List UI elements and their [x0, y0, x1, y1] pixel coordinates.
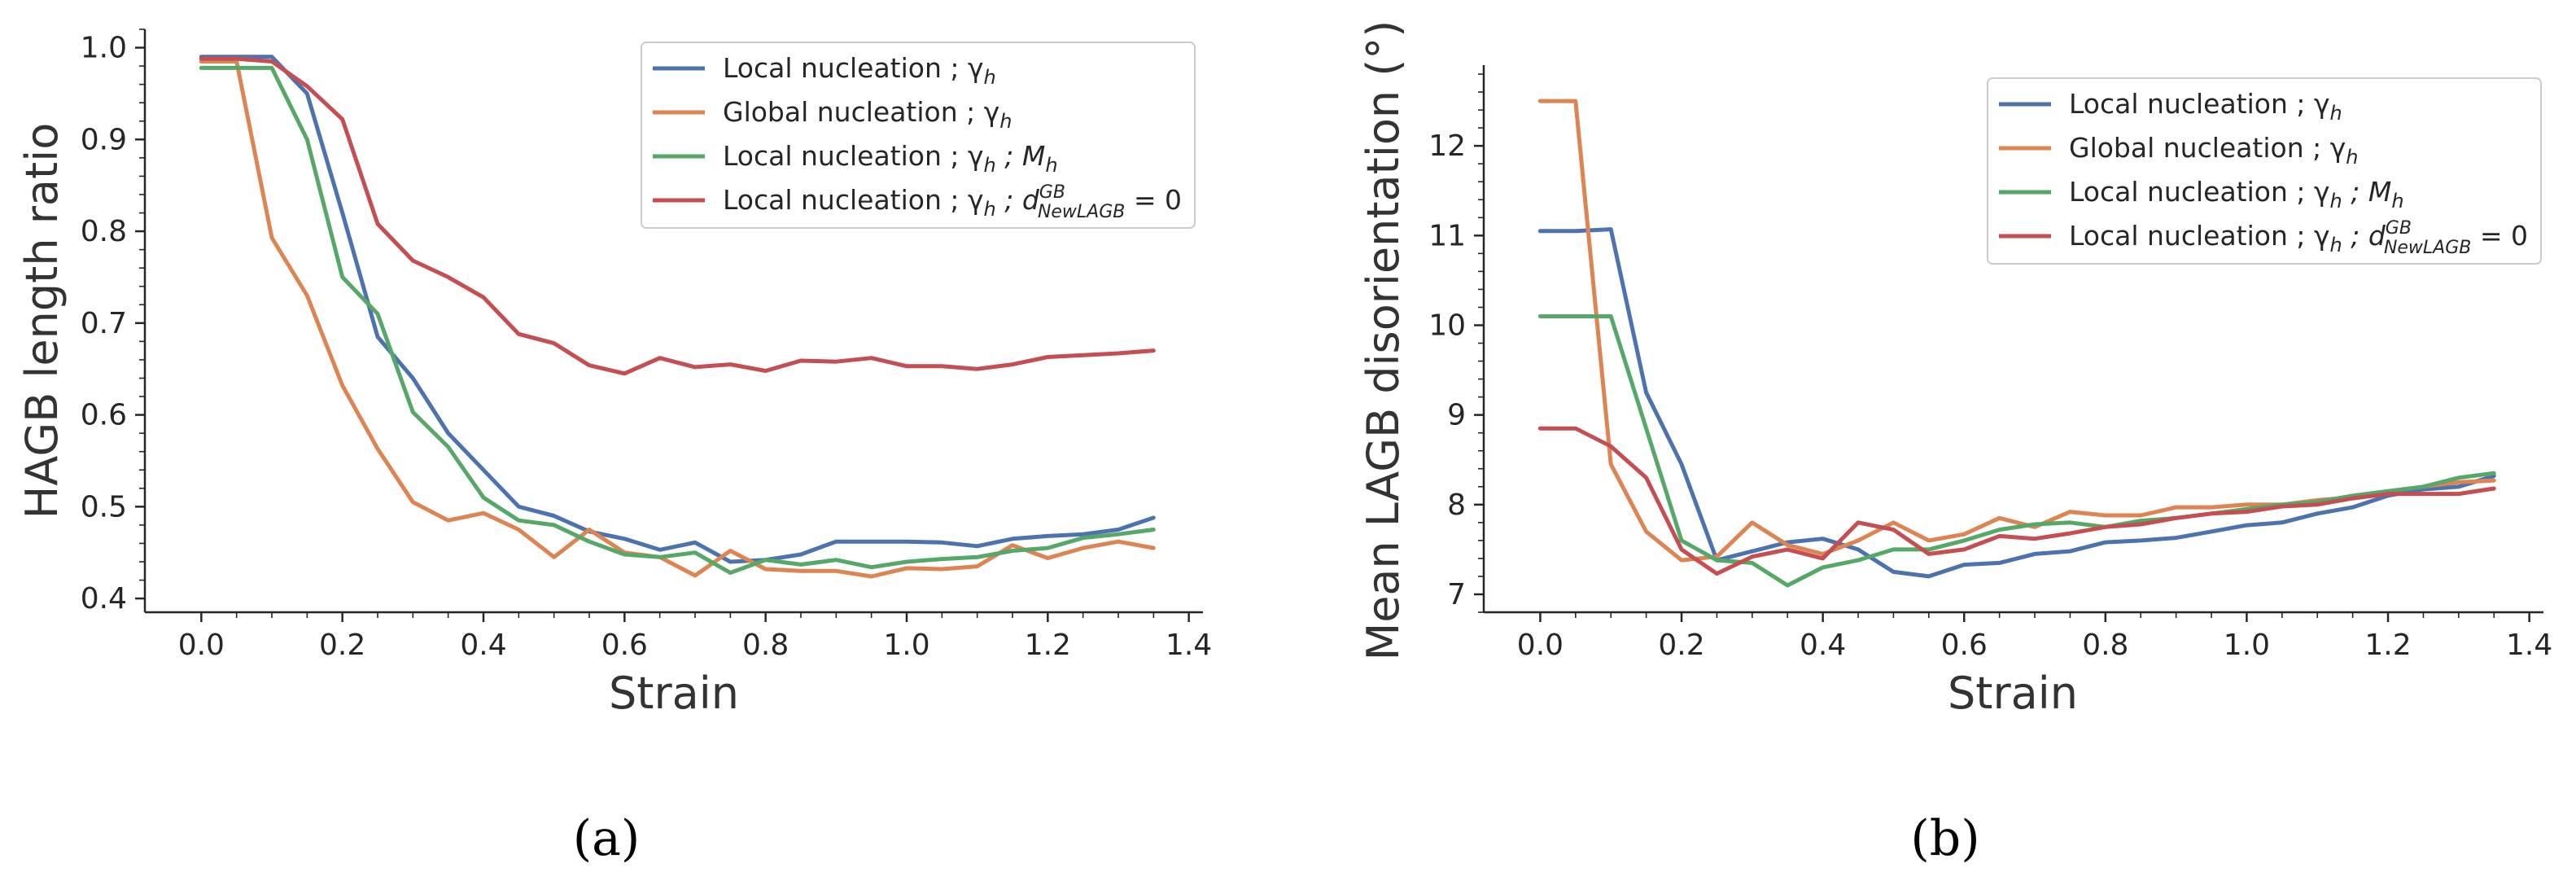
legend: Local nucleation ; γh Global nucleation ;…	[1987, 77, 2542, 265]
x-tick-label: 0.2	[319, 629, 365, 662]
legend-label: Local nucleation ; γh ; dGB NewLAGB = 0	[2069, 218, 2528, 258]
panel-caption-b: (b)	[1910, 810, 1979, 867]
x-tick-label: 0.6	[1941, 629, 1988, 662]
series-line	[199, 56, 1156, 376]
x-tick-label: 1.0	[2224, 629, 2270, 662]
x-tick-label: 1.0	[883, 629, 929, 662]
x-axis-label: Strain	[609, 668, 739, 719]
x-axis-label: Strain	[1948, 668, 2078, 719]
legend-frame	[641, 42, 1196, 229]
legend-label: Global nucleation ; γh	[2069, 132, 2358, 169]
x-tick-label: 0.6	[601, 629, 648, 662]
x-tick-label: 1.2	[2364, 629, 2411, 662]
x-tick-label: 0.0	[178, 629, 225, 662]
chart-panel-b: 0.0 0.2 0.4 0.6 0.8 1.0 1.2 1.4 7 8 9 10 11 12 Strain…	[1358, 20, 2552, 867]
y-axis-label: HAGB length ratio	[16, 123, 68, 519]
y-tick-label: 0.4	[81, 582, 127, 616]
y-tick-label: 0.6	[81, 399, 127, 432]
legend-label: Local nucleation ; γh	[2069, 88, 2342, 125]
legend-label: Local nucleation ; γh ; Mh	[723, 140, 1058, 177]
y-tick-label: 11	[1428, 219, 1466, 252]
legend-label: Global nucleation ; γh	[723, 96, 1012, 133]
series-line	[1537, 314, 2496, 588]
y-tick-label: 9	[1447, 399, 1466, 432]
x-tick-label: 0.8	[2082, 629, 2128, 662]
legend-frame	[1987, 77, 2542, 265]
x-tick-label: 0.8	[742, 629, 789, 662]
legend-label: Local nucleation ; γh ; Mh	[2069, 176, 2404, 212]
y-tick-label: 10	[1428, 309, 1466, 342]
y-tick-label: 12	[1428, 129, 1466, 163]
y-tick-label: 0.5	[81, 490, 127, 524]
y-tick-label: 0.7	[81, 307, 127, 340]
series-line	[1537, 426, 2496, 576]
legend-label: Local nucleation ; γh ; dGB NewLAGB = 0	[723, 182, 1182, 222]
y-tick-label: 0.9	[81, 123, 127, 156]
x-tick-label: 1.4	[1166, 629, 1212, 662]
legend: Local nucleation ; γh Global nucleation ;…	[641, 42, 1196, 229]
y-tick-label: 8	[1447, 489, 1466, 522]
x-tick-label: 0.2	[1658, 629, 1704, 662]
x-tick-label: 0.0	[1517, 629, 1564, 662]
legend-label: Local nucleation ; γh	[723, 52, 996, 89]
series-line	[199, 65, 1156, 575]
x-tick-label: 0.4	[460, 629, 506, 662]
x-tick-label: 1.4	[2506, 629, 2552, 662]
chart-panel-a: 0.0 0.2 0.4 0.6 0.8 1.0 1.2 1.4 0.4 0.5 0.6 0.7 0.8 0…	[16, 28, 1212, 867]
y-tick-label: 0.8	[81, 215, 127, 248]
series-line	[1537, 227, 2496, 579]
panel-caption-a: (a)	[573, 810, 641, 867]
y-tick-label: 7	[1447, 578, 1466, 611]
series-line	[199, 55, 1156, 564]
x-tick-label: 0.4	[1800, 629, 1846, 662]
y-tick-label: 1.0	[81, 32, 127, 65]
y-axis-label: Mean LAGB disorientation (°)	[1358, 20, 1409, 661]
x-tick-label: 1.2	[1025, 629, 1071, 662]
